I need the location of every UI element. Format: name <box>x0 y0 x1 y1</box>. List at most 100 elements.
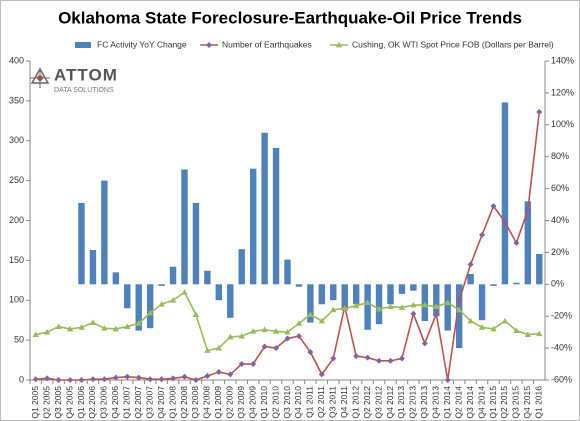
earthquake-marker <box>479 231 486 238</box>
earthquake-marker <box>501 219 508 226</box>
price-marker <box>112 325 120 332</box>
earthquake-marker <box>227 371 234 378</box>
x-tick-label: Q1 2006 <box>76 386 86 419</box>
price-marker <box>524 331 532 337</box>
bar <box>501 102 509 285</box>
price-marker <box>181 289 188 295</box>
bar <box>238 249 245 285</box>
earthquake-marker <box>250 361 257 368</box>
earthquake-marker <box>444 377 451 383</box>
bar <box>135 284 142 331</box>
earthquake-marker <box>364 354 371 361</box>
price-marker <box>249 328 257 334</box>
y2-tick-label: 80% <box>551 151 569 161</box>
price-marker <box>32 331 39 337</box>
legend-marker <box>335 41 343 48</box>
bar <box>101 180 108 285</box>
x-tick-label: Q3 2015 <box>511 386 521 419</box>
price-marker <box>284 328 291 335</box>
x-tick-label: Q2 2015 <box>499 386 509 419</box>
price-marker <box>501 317 509 324</box>
y2-tick-label: -40% <box>551 342 572 352</box>
earthquake-marker <box>135 374 142 381</box>
bar <box>112 272 120 285</box>
price-marker <box>536 330 543 337</box>
earthquake-marker <box>536 109 543 116</box>
x-tick-label: Q4 2011 <box>339 386 349 418</box>
earthquake-marker <box>330 355 337 362</box>
x-tick-label: Q1 2013 <box>396 386 406 419</box>
earthquake-marker <box>513 239 520 246</box>
earthquake-marker <box>318 371 325 378</box>
earthquake-marker <box>192 377 199 383</box>
x-tick-label: Q4 2009 <box>247 386 257 419</box>
x-tick-label: Q3 2006 <box>99 386 109 419</box>
price-marker <box>467 317 474 324</box>
x-tick-label: Q2 2005 <box>41 386 51 419</box>
x-tick-label: Q2 2013 <box>408 386 418 419</box>
bar <box>318 284 326 305</box>
x-tick-label: Q4 2007 <box>156 386 166 419</box>
earthquake-marker <box>124 373 131 380</box>
y-tick-label: 150 <box>9 255 24 265</box>
y2-tick-label: 40% <box>551 215 569 225</box>
price-marker <box>375 305 383 312</box>
price-marker <box>227 333 234 340</box>
earthquake-marker <box>204 373 211 380</box>
x-tick-label: Q1 2016 <box>534 386 544 419</box>
price-marker <box>204 347 211 353</box>
price-marker <box>307 311 314 318</box>
y2-tick-label: 0% <box>551 279 564 289</box>
price-marker <box>513 327 520 333</box>
y2-tick-label: 100% <box>551 119 574 129</box>
y2-tick-label: 60% <box>551 183 569 193</box>
x-tick-label: Q1 2012 <box>350 386 360 419</box>
earthquake-marker <box>456 297 463 304</box>
earthquake-marker <box>353 353 360 360</box>
bar <box>410 284 417 291</box>
y2-tick-label: 20% <box>551 247 569 257</box>
x-tick-label: Q4 2014 <box>476 386 486 419</box>
bar <box>433 284 440 317</box>
y-tick-label: 350 <box>9 95 24 105</box>
bar <box>158 284 165 286</box>
logo: ATTOM DATA SOLUTIONS <box>30 65 117 94</box>
earthquake-marker <box>307 349 314 356</box>
x-tick-label: Q4 2013 <box>431 386 441 419</box>
earthquake-marker <box>467 261 474 268</box>
bar <box>78 202 85 285</box>
x-tick-label: Q1 2005 <box>30 386 40 419</box>
bar <box>181 169 188 285</box>
earthquake-marker <box>376 357 383 364</box>
price-marker <box>43 328 51 335</box>
x-tick-label: Q4 2010 <box>293 386 303 419</box>
earthquake-marker <box>295 333 302 340</box>
bar <box>215 284 223 301</box>
price-marker <box>158 301 165 307</box>
earthquake-marker <box>215 369 222 376</box>
x-tick-label: Q2 2006 <box>87 386 97 419</box>
bar <box>89 250 97 285</box>
bar <box>524 201 532 285</box>
bar <box>444 284 451 331</box>
x-tick-label: Q1 2009 <box>213 386 223 419</box>
earthquake-marker <box>78 377 85 383</box>
x-tick-label: Q1 2011 <box>305 386 315 418</box>
logo-icon <box>30 67 50 88</box>
price-marker <box>341 305 348 311</box>
legend-label: Cushing, OK WTI Spot Price FOB (Dollars … <box>352 39 554 49</box>
x-tick-label: Q1 2010 <box>259 386 269 419</box>
earthquake-marker <box>273 345 280 352</box>
earthquake-marker <box>147 376 154 383</box>
price-marker <box>421 301 429 308</box>
bar <box>490 284 497 286</box>
price-marker <box>318 317 326 324</box>
legend-marker <box>206 42 212 48</box>
x-tick-label: Q4 2005 <box>64 386 74 419</box>
earthquake-marker <box>524 207 531 214</box>
bar <box>478 284 486 321</box>
price-marker <box>387 303 394 310</box>
earthquake-marker <box>284 335 291 342</box>
price-marker <box>146 309 154 316</box>
